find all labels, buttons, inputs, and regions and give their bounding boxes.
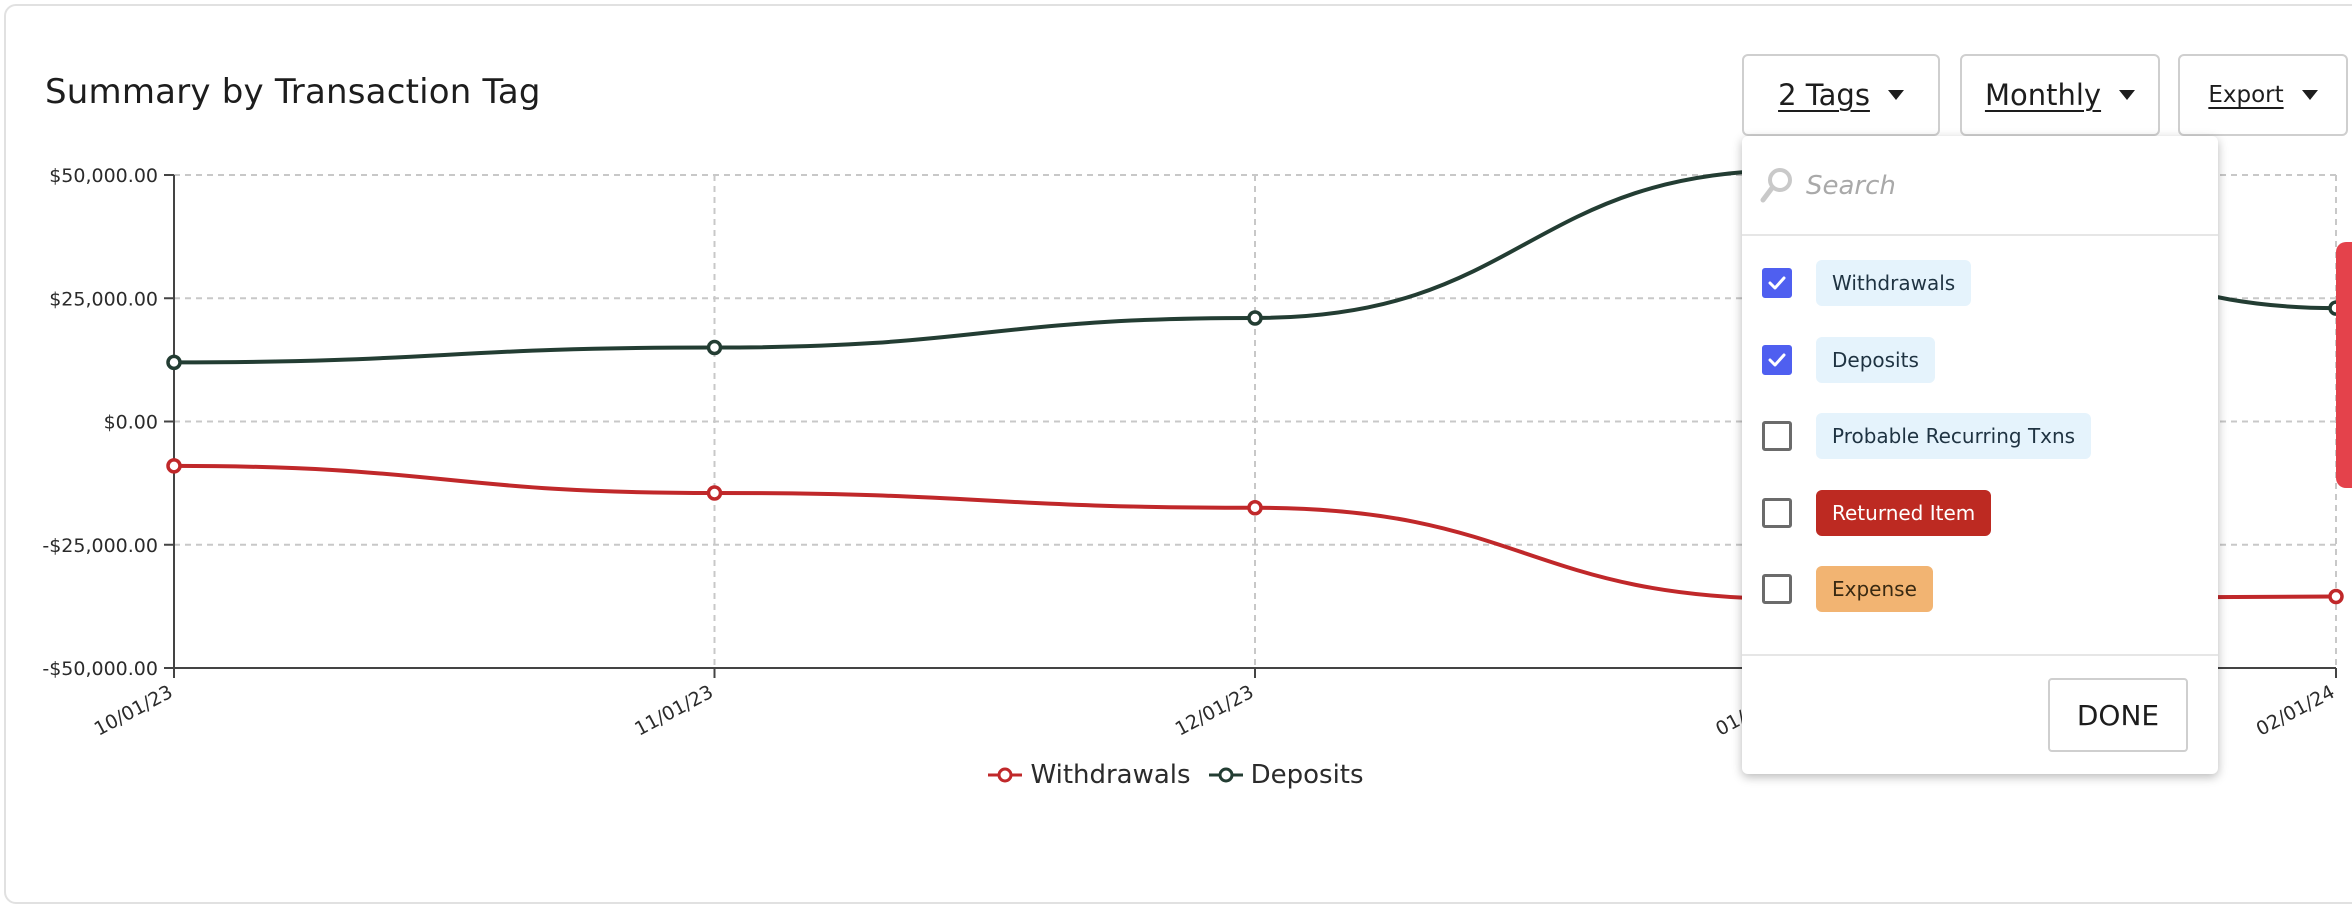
- x-tick-label: 11/01/23: [631, 681, 717, 740]
- y-tick-label: -$25,000.00: [42, 535, 158, 557]
- chevron-down-icon: [2119, 90, 2136, 100]
- legend-label-withdrawals: Withdrawals: [1030, 760, 1191, 790]
- tag-chip[interactable]: Probable Recurring Txns: [1816, 413, 2092, 459]
- chevron-down-icon: [1887, 90, 1904, 100]
- tag-option-row[interactable]: Returned Item: [1742, 480, 2218, 546]
- unchecked-checkbox[interactable]: [1762, 421, 1792, 451]
- tag-chip[interactable]: Deposits: [1816, 336, 1935, 383]
- data-point-withdrawals: [2328, 588, 2344, 605]
- side-panel-edge[interactable]: [2336, 242, 2352, 488]
- frequency-select-button[interactable]: Monthly: [1960, 54, 2160, 136]
- x-tick-label: 12/01/23: [1172, 681, 1258, 740]
- export-button[interactable]: Export: [2178, 54, 2348, 136]
- chevron-down-icon: [2301, 90, 2318, 100]
- legend-item-withdrawals[interactable]: Withdrawals: [988, 760, 1191, 790]
- tag-search-input[interactable]: [1804, 162, 2188, 210]
- tag-option-row[interactable]: Withdrawals: [1742, 250, 2218, 316]
- tag-option-row[interactable]: Probable Recurring Txns: [1742, 403, 2218, 469]
- data-point-withdrawals: [166, 458, 182, 474]
- dropdown-search-bar: [1742, 136, 2218, 236]
- tags-filter-label: 2 Tags: [1778, 78, 1870, 112]
- data-point-deposits: [706, 339, 723, 356]
- data-point-deposits: [1247, 310, 1263, 326]
- done-button[interactable]: DONE: [2048, 678, 2188, 752]
- chart-legend: Withdrawals Deposits: [0, 760, 2352, 790]
- y-tick-label: $50,000.00: [49, 165, 158, 187]
- legend-item-deposits[interactable]: Deposits: [1208, 760, 1364, 790]
- x-tick-label: 10/01/23: [91, 681, 177, 740]
- search-icon: [1760, 168, 1792, 203]
- checkmark-icon: [1768, 276, 1786, 290]
- checkmark-icon: [1768, 353, 1786, 366]
- checked-checkbox[interactable]: [1762, 268, 1792, 298]
- data-point-deposits: [166, 354, 182, 371]
- y-tick-label: -$50,000.00: [42, 658, 158, 680]
- tags-filter-button[interactable]: 2 Tags: [1742, 54, 1940, 136]
- tags-dropdown-menu: Withdrawals Deposits Probable Recurring Tx…: [1742, 136, 2218, 774]
- deposits-legend-icon: [1208, 767, 1243, 783]
- unchecked-checkbox[interactable]: [1762, 497, 1792, 528]
- data-point-withdrawals: [1247, 500, 1263, 516]
- tag-option-row[interactable]: Deposits: [1742, 327, 2218, 393]
- x-tick-label: 02/01/24: [2253, 681, 2339, 740]
- y-tick-label: $0.00: [104, 412, 158, 434]
- unchecked-checkbox[interactable]: [1762, 574, 1792, 604]
- page-title: Summary by Transaction Tag: [45, 72, 541, 112]
- y-tick-label: $25,000.00: [49, 288, 158, 310]
- checked-checkbox[interactable]: [1762, 344, 1792, 375]
- tag-chip[interactable]: Returned Item: [1816, 489, 1992, 536]
- data-point-withdrawals: [706, 485, 723, 501]
- withdrawals-legend-icon: [988, 767, 1023, 783]
- tag-option-row[interactable]: Expense: [1742, 556, 2218, 622]
- export-label: Export: [2208, 82, 2284, 108]
- tag-chip[interactable]: Withdrawals: [1816, 260, 1972, 306]
- tag-chip[interactable]: Expense: [1816, 566, 1933, 612]
- legend-label-deposits: Deposits: [1250, 760, 1364, 790]
- dropdown-divider: [1742, 654, 2218, 656]
- frequency-label: Monthly: [1984, 78, 2102, 112]
